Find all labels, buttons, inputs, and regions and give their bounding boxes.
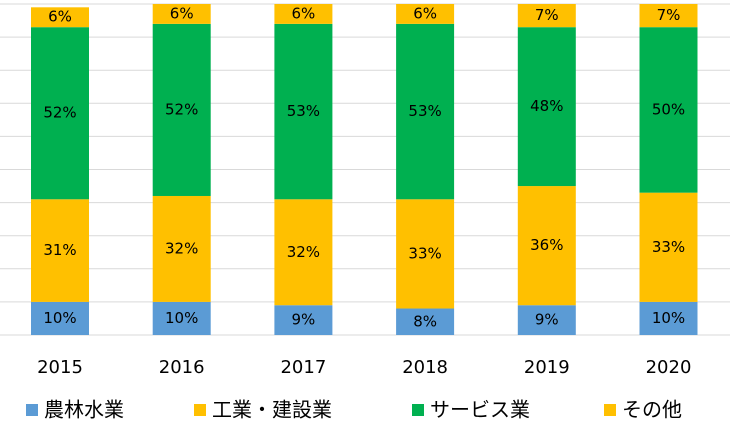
- data-label: 32%: [165, 239, 198, 257]
- bar-segment: [274, 199, 333, 306]
- data-label: 6%: [292, 4, 316, 22]
- legend-label: 工業・建設業: [212, 398, 332, 422]
- data-label: 32%: [287, 243, 320, 261]
- legend-label: サービス業: [430, 398, 530, 422]
- bar-segment: [517, 305, 576, 335]
- data-label: 9%: [535, 311, 559, 329]
- bar-segment: [31, 301, 89, 335]
- legend-label: その他: [622, 398, 682, 422]
- legend-label: 農林水業: [44, 398, 124, 422]
- data-label: 6%: [48, 8, 72, 26]
- legend-swatch: [604, 404, 616, 416]
- bar-segment: [396, 199, 455, 309]
- x-axis-tick-labels: 2015 2016 2017 2018 2019 2020: [37, 357, 691, 378]
- bar-segment: [31, 199, 89, 302]
- data-label: 53%: [287, 102, 320, 120]
- bar-segment: [396, 4, 455, 24]
- bar-segment: [639, 27, 698, 193]
- bar-segment: [517, 186, 576, 306]
- data-label: 7%: [535, 6, 559, 24]
- bar-segment: [152, 23, 211, 196]
- data-label: 9%: [292, 311, 316, 329]
- bar-segment: [274, 4, 333, 24]
- bar-segment: [639, 4, 698, 28]
- bar-segment: [396, 23, 455, 200]
- x-tick-label: 2018: [402, 357, 448, 378]
- data-label: 6%: [413, 4, 437, 22]
- bar-segment: [152, 195, 211, 302]
- bar-segment: [639, 192, 698, 302]
- data-label: 48%: [530, 97, 563, 115]
- data-label: 31%: [43, 241, 76, 259]
- x-tick-label: 2017: [280, 357, 326, 378]
- bar-segment: [31, 7, 89, 28]
- data-label: 33%: [652, 238, 685, 256]
- data-labels-group: 10% 31% 52% 6% 10% 32% 52% 6% 9% 32% 53% 6% 8% 33% 53%…: [43, 4, 685, 330]
- data-label: 36%: [530, 236, 563, 254]
- data-label: 52%: [43, 104, 76, 122]
- bar-segment: [274, 23, 333, 200]
- x-tick-label: 2019: [524, 357, 570, 378]
- data-label: 7%: [657, 6, 681, 24]
- x-tick-label: 2016: [159, 357, 205, 378]
- x-tick-label: 2020: [646, 357, 692, 378]
- bar-segment: [517, 27, 576, 187]
- data-label: 33%: [408, 244, 441, 262]
- data-label: 50%: [652, 100, 685, 118]
- data-label: 10%: [43, 309, 76, 327]
- bar-segment: [31, 27, 89, 200]
- data-label: 52%: [165, 100, 198, 118]
- data-label: 10%: [165, 309, 198, 327]
- x-tick-label: 2015: [37, 357, 83, 378]
- legend-swatch: [412, 404, 424, 416]
- bar-segment: [639, 301, 698, 335]
- bar-segment: [396, 308, 455, 335]
- data-label: 8%: [413, 312, 437, 330]
- data-label: 53%: [408, 102, 441, 120]
- bar-segment: [274, 305, 333, 335]
- data-label: 10%: [652, 309, 685, 327]
- data-label: 6%: [170, 4, 194, 22]
- legend-swatch: [194, 404, 206, 416]
- legend-swatch: [26, 404, 38, 416]
- gridlines: [0, 3, 730, 336]
- legend: 農林水業 工業・建設業 サービス業 その他: [26, 398, 682, 422]
- bar-segment: [152, 4, 211, 24]
- bar-segment: [152, 301, 211, 335]
- bar-segment: [517, 4, 576, 28]
- bars-group: [31, 4, 698, 335]
